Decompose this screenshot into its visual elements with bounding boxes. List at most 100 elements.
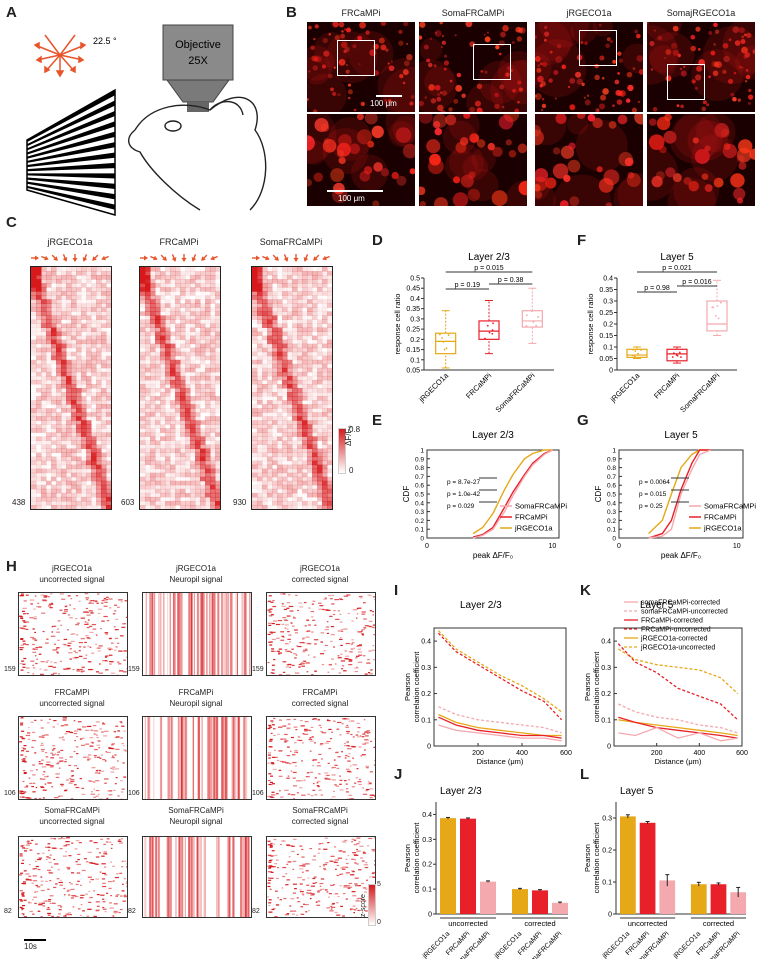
raster-event: [91, 653, 94, 654]
heatmap-cell: [317, 432, 323, 437]
heatmap-cell: [252, 473, 258, 478]
y-tick-label: 0.5: [607, 492, 616, 499]
heatmap-cell: [155, 340, 161, 345]
heatmap-cell: [307, 368, 313, 373]
raster-event: [359, 746, 362, 747]
heatmap-cell: [252, 440, 258, 445]
box-iqr: [522, 311, 542, 327]
heatmap-cell: [175, 356, 181, 361]
heatmap-cell: [31, 384, 37, 389]
heatmap-cell: [175, 505, 181, 510]
raster-event: [353, 736, 355, 737]
heatmap-cell: [96, 497, 102, 502]
heatmap-cell: [41, 275, 47, 280]
raster-event: [365, 735, 369, 736]
heatmap-cell: [91, 388, 97, 393]
heatmap-cell: [210, 400, 216, 405]
heatmap-cell: [180, 311, 186, 316]
heatmap-cell: [282, 307, 288, 312]
heatmap-cell: [71, 368, 77, 373]
raster-event: [23, 748, 26, 749]
heatmap-cell: [101, 360, 107, 365]
heatmap-cell: [31, 336, 37, 341]
heatmap-cell: [61, 396, 67, 401]
micrograph-bottom: [535, 114, 643, 206]
direction-arrow: [159, 253, 168, 262]
heatmap-cell: [317, 271, 323, 276]
heatmap-cell: [46, 396, 52, 401]
heatmap-cell: [297, 303, 303, 308]
heatmap-cell: [257, 376, 263, 381]
raster-event: [109, 607, 111, 608]
heatmap-cell: [327, 388, 333, 393]
heatmap-cell: [307, 449, 313, 454]
heatmap-cell: [175, 400, 181, 405]
heatmap-cell: [51, 388, 57, 393]
raster-event: [348, 795, 352, 796]
heatmap-cell: [200, 485, 206, 490]
heatmap-cell: [41, 412, 47, 417]
legend-label: jRGECO1a: [514, 524, 553, 533]
raster-event: [60, 661, 62, 662]
heatmap-cell: [322, 315, 328, 320]
raster-event: [80, 778, 82, 779]
heatmap-cell: [71, 505, 77, 510]
heatmap-cell: [41, 428, 47, 433]
heatmap-cell: [292, 453, 298, 458]
heatmap-cell: [272, 404, 278, 409]
heatmap-cell: [322, 481, 328, 486]
heatmap-cell: [101, 461, 107, 466]
heatmap-cell: [257, 436, 263, 441]
heatmap-cell: [160, 348, 166, 353]
heatmap-cell: [185, 493, 191, 498]
heatmap-cell: [312, 424, 318, 429]
raster-event: [36, 659, 38, 660]
heatmap-cell: [302, 384, 308, 389]
heatmap-cell: [86, 501, 92, 506]
heatmap-cell: [307, 457, 313, 462]
y-tick-label: 0.2: [410, 337, 420, 344]
heatmap-cell: [170, 432, 176, 437]
micrograph-top: [647, 22, 755, 112]
heatmap-cell: [180, 267, 186, 272]
heatmap-cell: [31, 344, 37, 349]
raster-event: [75, 652, 78, 653]
heatmap-cell: [307, 360, 313, 365]
heatmap-cell: [277, 473, 283, 478]
heatmap-cell: [312, 279, 318, 284]
heatmap-cell: [200, 364, 206, 369]
heatmap-cell: [185, 368, 191, 373]
heatmap-cell: [287, 287, 293, 292]
heatmap-cell: [277, 449, 283, 454]
raster-event: [22, 796, 24, 797]
heatmap-cell: [272, 275, 278, 280]
heatmap-cell: [252, 267, 258, 272]
heatmap-cell: [160, 473, 166, 478]
heatmap-cell: [76, 376, 82, 381]
raster-event: [305, 649, 307, 650]
heatmap-cell: [36, 303, 42, 308]
heatmap-cell: [307, 364, 313, 369]
heatmap-cell: [150, 505, 156, 510]
heatmap-cell: [61, 336, 67, 341]
heatmap-cell: [180, 473, 186, 478]
raster-event: [336, 729, 339, 730]
cell-blob: [599, 103, 605, 109]
raster-event: [30, 599, 34, 600]
heatmap-cell: [160, 372, 166, 377]
heatmap-cell: [312, 416, 318, 421]
y-tick-label: 0.4: [415, 500, 424, 507]
y-tick-label: 0.7: [415, 474, 424, 481]
arrow-glyphs: [30, 252, 110, 264]
heatmap-cell: [297, 287, 303, 292]
heatmap-cell: [160, 360, 166, 365]
heatmap-cell: [61, 311, 67, 316]
heatmap-cell: [267, 275, 273, 280]
heatmap-cell: [302, 436, 308, 441]
raster-event: [89, 632, 93, 633]
heatmap-cell: [322, 416, 328, 421]
heatmap-cell: [81, 287, 87, 292]
heatmap-cell: [262, 465, 268, 470]
raster-event: [23, 643, 26, 644]
heatmap-cell: [165, 348, 171, 353]
